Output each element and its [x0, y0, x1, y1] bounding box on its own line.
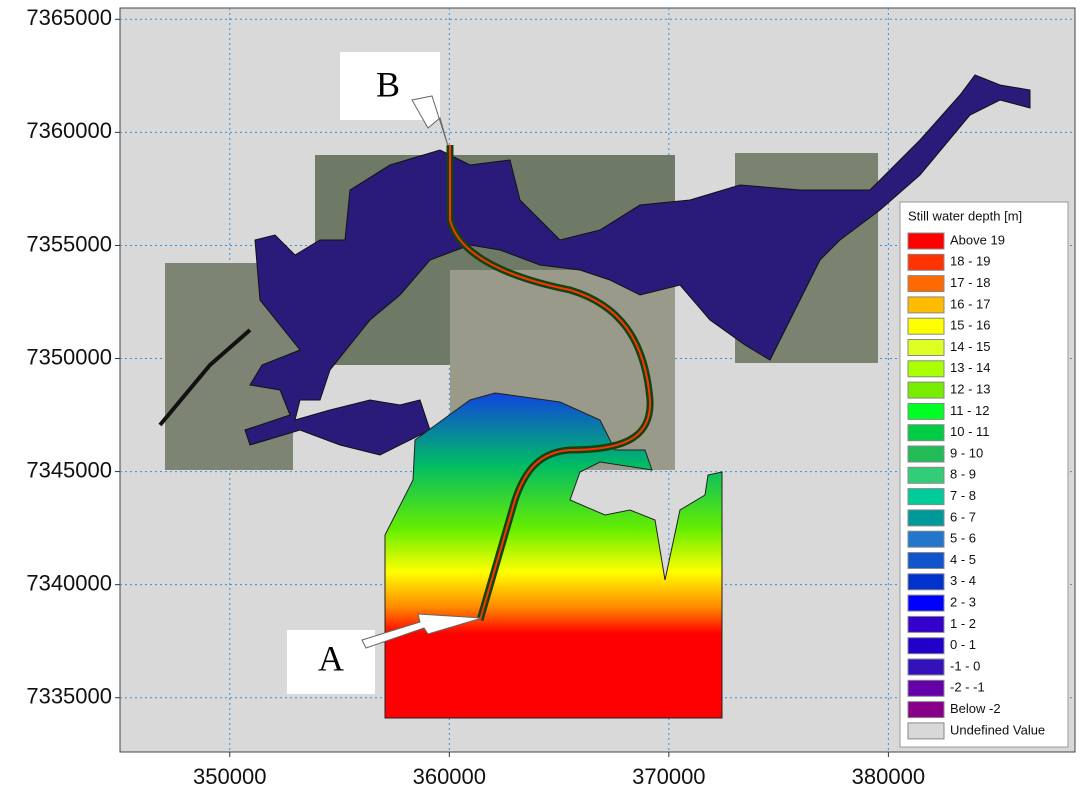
legend-swatch — [908, 318, 944, 334]
legend-swatch — [908, 489, 944, 505]
legend-label: 8 - 9 — [950, 467, 976, 482]
legend-label: 16 - 17 — [950, 296, 990, 311]
y-tick-label: 7345000 — [26, 457, 112, 482]
legend-label: 12 - 13 — [950, 382, 990, 397]
legend-swatch — [908, 659, 944, 675]
legend-label: 15 - 16 — [950, 318, 990, 333]
legend-label: 17 - 18 — [950, 275, 990, 290]
legend-label: -1 - 0 — [950, 658, 980, 673]
legend-label: Above 19 — [950, 232, 1005, 247]
x-tick-label: 350000 — [193, 764, 266, 789]
legend-swatch — [908, 510, 944, 526]
legend-swatch — [908, 723, 944, 739]
legend-swatch — [908, 446, 944, 462]
legend-swatch — [908, 595, 944, 611]
legend-label: 2 - 3 — [950, 595, 976, 610]
legend-swatch — [908, 531, 944, 547]
legend-label: 9 - 10 — [950, 445, 983, 460]
legend-swatch — [908, 574, 944, 590]
legend-label: 14 - 15 — [950, 339, 990, 354]
legend-swatch — [908, 680, 944, 696]
legend-label: 5 - 6 — [950, 531, 976, 546]
map-figure: B A Still water depth [m] Above 19 18 - 1… — [0, 0, 1080, 794]
y-tick-label: 7365000 — [26, 5, 112, 30]
legend-label: 11 - 12 — [950, 403, 990, 418]
legend-label: 0 - 1 — [950, 637, 976, 652]
x-tick-label: 360000 — [413, 764, 486, 789]
legend-swatch — [908, 297, 944, 313]
y-tick-label: 7350000 — [26, 344, 112, 369]
legend-swatch — [908, 638, 944, 654]
legend-swatch — [908, 233, 944, 249]
legend-swatch — [908, 425, 944, 441]
legend-swatch — [908, 382, 944, 398]
y-tick-label: 7360000 — [26, 118, 112, 143]
legend-label: 7 - 8 — [950, 488, 976, 503]
legend: Still water depth [m] Above 19 18 - 19 17 … — [900, 202, 1068, 747]
x-tick-label: 380000 — [852, 764, 925, 789]
y-tick-label: 7355000 — [26, 231, 112, 256]
legend-swatch — [908, 361, 944, 377]
legend-swatch — [908, 702, 944, 718]
x-tick-label: 370000 — [632, 764, 705, 789]
legend-label: Below -2 — [950, 701, 1001, 716]
y-tick-label: 7335000 — [26, 684, 112, 709]
legend-swatch — [908, 340, 944, 356]
legend-swatch — [908, 553, 944, 569]
legend-label: 18 - 19 — [950, 254, 990, 269]
label-a: A — [318, 638, 344, 678]
legend-label: 1 - 2 — [950, 616, 976, 631]
legend-label: 6 - 7 — [950, 509, 976, 524]
legend-swatch — [908, 254, 944, 270]
legend-label: 3 - 4 — [950, 573, 976, 588]
legend-swatch — [908, 403, 944, 419]
legend-swatch — [908, 276, 944, 292]
legend-label: 10 - 11 — [950, 424, 990, 439]
legend-label: -2 - -1 — [950, 680, 985, 695]
label-b: B — [376, 64, 400, 104]
legend-label: Undefined Value — [950, 722, 1045, 737]
legend-title: Still water depth [m] — [908, 208, 1022, 223]
y-tick-label: 7340000 — [26, 570, 112, 595]
legend-label: 13 - 14 — [950, 360, 990, 375]
legend-label: 4 - 5 — [950, 552, 976, 567]
legend-swatch — [908, 616, 944, 632]
legend-swatch — [908, 467, 944, 483]
